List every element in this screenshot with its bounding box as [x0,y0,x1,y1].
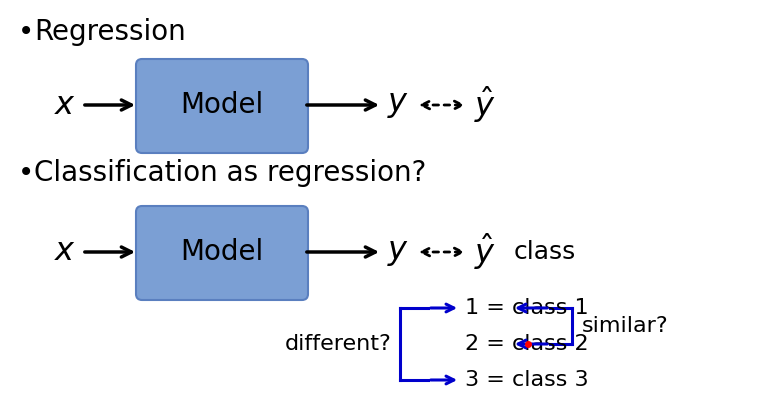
Text: $\hat{y}$: $\hat{y}$ [474,232,496,273]
Text: •: • [18,18,35,46]
Text: Model: Model [181,91,264,119]
Text: •: • [18,159,35,187]
Text: different?: different? [285,334,392,354]
Text: $y$: $y$ [387,237,409,268]
Text: Regression: Regression [34,18,186,46]
FancyBboxPatch shape [136,59,308,153]
Text: $y$: $y$ [387,89,409,120]
Text: $\hat{y}$: $\hat{y}$ [474,84,496,125]
Text: $x$: $x$ [54,89,76,120]
Text: $x$: $x$ [54,237,76,268]
FancyBboxPatch shape [136,206,308,300]
Text: Model: Model [181,238,264,266]
Text: Classification as regression?: Classification as regression? [34,159,426,187]
Text: 2 = class 2: 2 = class 2 [465,334,588,354]
Text: class: class [514,240,576,264]
Text: 3 = class 3: 3 = class 3 [465,370,588,390]
Text: 1 = class 1: 1 = class 1 [465,298,588,318]
Text: similar?: similar? [582,316,668,336]
